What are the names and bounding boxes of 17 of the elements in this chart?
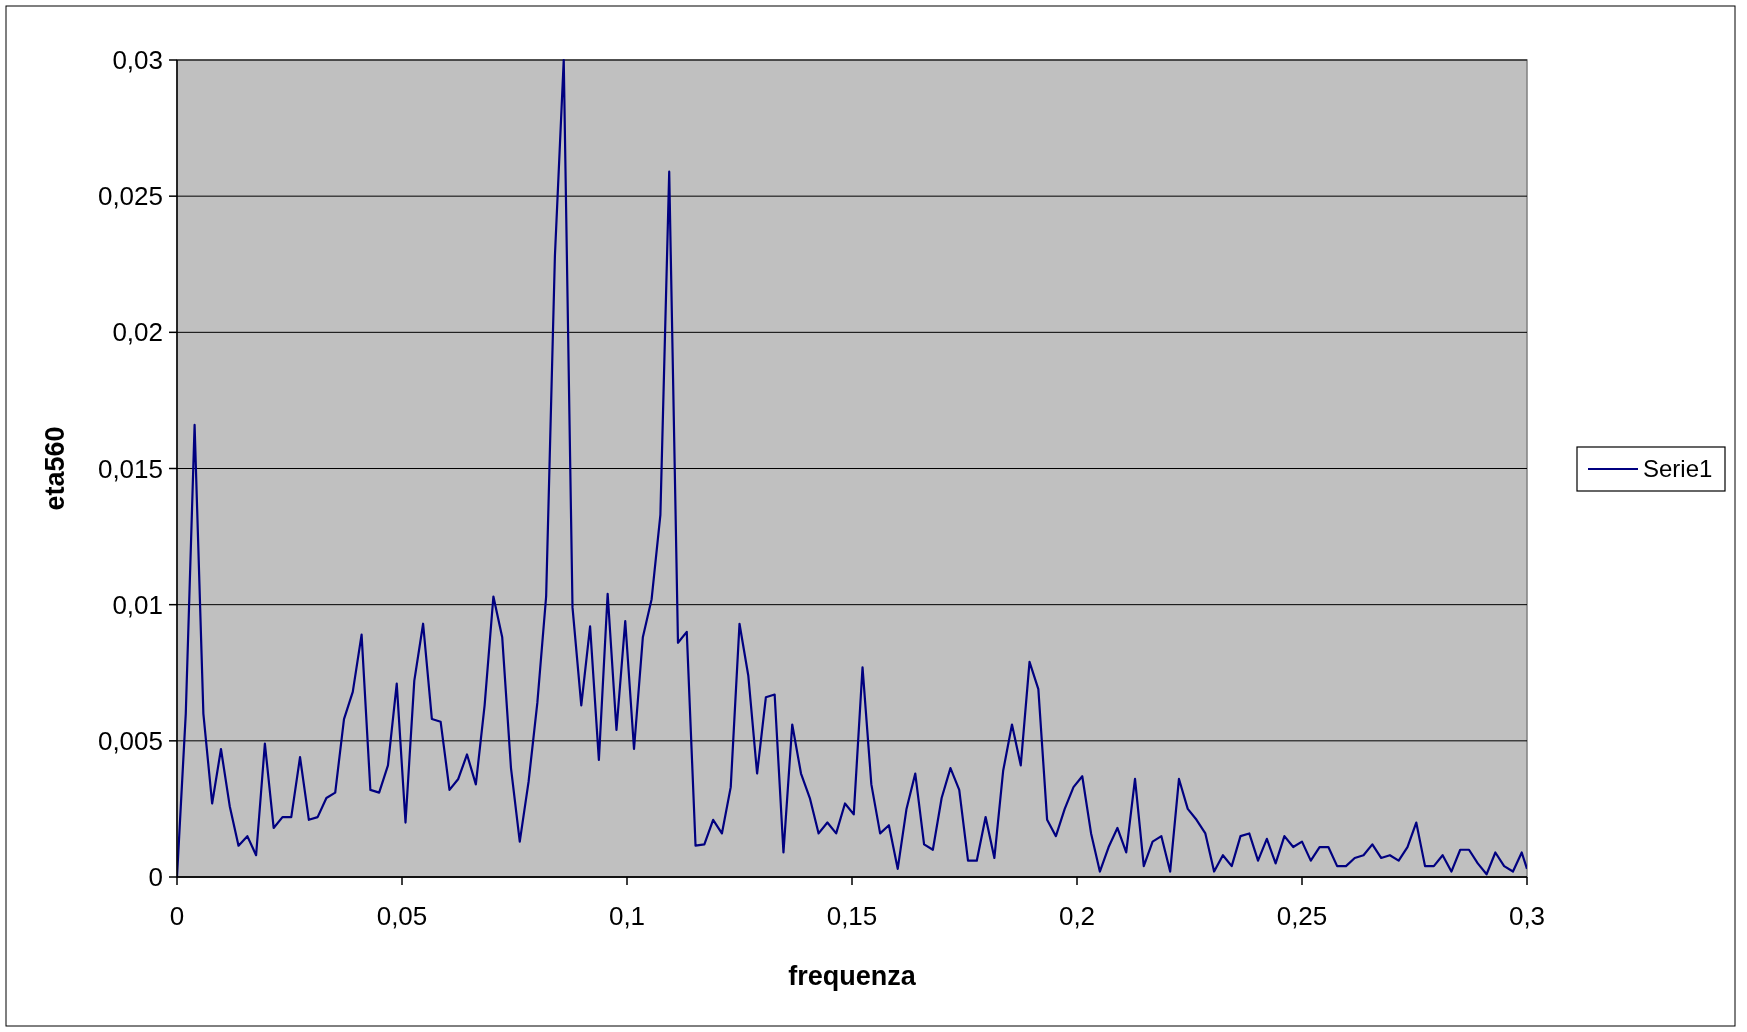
y-tick-label: 0 bbox=[148, 862, 163, 893]
x-tick-label: 0,2 bbox=[1058, 901, 1096, 931]
x-tick-label: 0,25 bbox=[1276, 901, 1328, 931]
y-tick-label: 0,01 bbox=[112, 589, 163, 620]
y-tick-label: 0,03 bbox=[112, 45, 163, 76]
x-tick-label: 0 bbox=[169, 901, 185, 931]
y-tick-label: 0,025 bbox=[97, 181, 163, 212]
y-axis-title: eta560 bbox=[40, 426, 70, 511]
y-tick-label: 0,015 bbox=[97, 453, 163, 484]
x-tick-label: 0,05 bbox=[376, 901, 428, 931]
y-tick-label: 0,005 bbox=[97, 725, 163, 756]
x-axis-title: frequenza bbox=[788, 961, 917, 991]
x-tick-label: 0,1 bbox=[608, 901, 646, 931]
y-tick-label: 0,02 bbox=[112, 317, 163, 348]
x-tick-label: 0,3 bbox=[1508, 901, 1546, 931]
legend-label: Serie1 bbox=[1643, 455, 1713, 483]
x-tick-label: 0,15 bbox=[826, 901, 878, 931]
